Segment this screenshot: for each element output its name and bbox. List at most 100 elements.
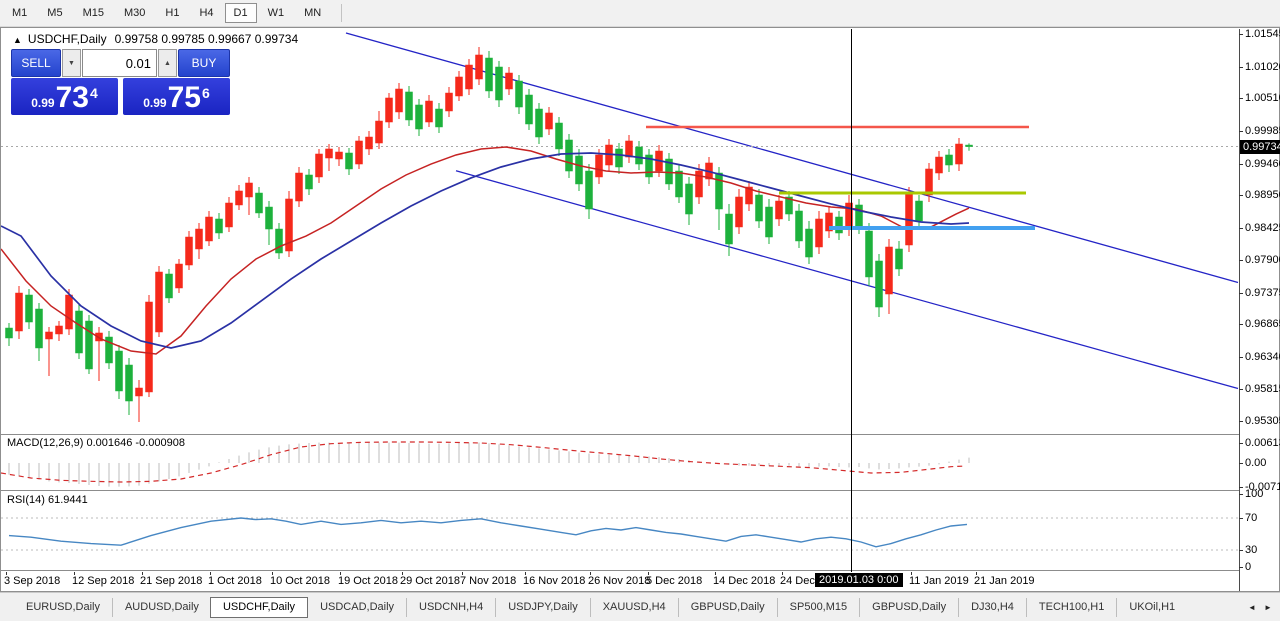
date-tick [976, 572, 977, 575]
chart-tab-bar: EURUSD,Daily AUDUSD,Daily USDCHF,Daily USDC… [0, 592, 1280, 621]
buy-button[interactable]: BUY [178, 49, 230, 77]
volume-increase-icon[interactable]: ▲ [158, 49, 177, 77]
chart-tab-ukoil-h1[interactable]: UKOil,H1 [1116, 597, 1187, 617]
macd-indicator-label: MACD(12,26,9) 0.001646 -0.000908 [7, 437, 185, 449]
date-axis-label: 16 Nov 2018 [523, 575, 586, 587]
axis-tick [1239, 487, 1243, 488]
current-price-badge: 0.99734 [1240, 140, 1280, 154]
chart-tab-xauusd-h4[interactable]: XAUUSD,H4 [589, 597, 678, 617]
axis-tick [1239, 518, 1243, 519]
date-tick [272, 572, 273, 575]
chart-tab-usdchf-daily[interactable]: USDCHF,Daily [209, 596, 309, 618]
buy-price-pipette: 6 [201, 85, 210, 101]
date-tick [74, 572, 75, 575]
chart-tab-usdcnh-h4[interactable]: USDCNH,H4 [406, 597, 495, 617]
chart-tab-audusd-daily[interactable]: AUDUSD,Daily [111, 597, 211, 617]
axis-tick [1239, 389, 1243, 390]
date-axis-label: 12 Sep 2018 [72, 575, 135, 587]
chart-tab-gbpusd-daily[interactable]: GBPUSD,Daily [859, 597, 958, 617]
toolbar-separator [341, 4, 343, 22]
chart-window: ▲ USDCHF,Daily 0.99758 0.99785 0.99667 0.9… [0, 27, 1280, 592]
date-tick [210, 572, 211, 575]
date-tick [462, 572, 463, 575]
date-axis-label: 26 Nov 2018 [588, 575, 651, 587]
axis-tick [1239, 131, 1243, 132]
date-tick [142, 572, 143, 575]
date-tick [590, 572, 591, 575]
sell-button[interactable]: SELL [11, 49, 61, 77]
chart-tab-gbpusd-daily[interactable]: GBPUSD,Daily [677, 597, 777, 617]
date-tick [340, 572, 341, 575]
axis-tick [1239, 463, 1243, 464]
axis-tick [1239, 260, 1243, 261]
macd-axis-label: 0.006137 [1245, 437, 1280, 449]
macd-axis-label: 0.00 [1245, 457, 1267, 469]
date-axis-label: 21 Jan 2019 [974, 575, 1035, 587]
rsi-axis-label: 0 [1245, 561, 1252, 573]
rsi-axis-label: 100 [1245, 488, 1264, 500]
timeframe-button-h1[interactable]: H1 [165, 7, 180, 19]
sell-price-big: 73 [55, 81, 89, 114]
sell-price-pipette: 4 [89, 85, 98, 101]
chart-tab-sp500-m15[interactable]: SP500,M15 [776, 597, 859, 617]
ohlc-values: 0.99758 0.99785 0.99667 0.99734 [114, 32, 299, 46]
chart-tab-eurusd-daily[interactable]: EURUSD,Daily [26, 600, 100, 613]
chart-tab-dj30-h4[interactable]: DJ30,H4 [958, 597, 1026, 617]
timeframe-button-m15[interactable]: M15 [82, 7, 104, 19]
volume-decrease-icon[interactable]: ▼ [62, 49, 81, 77]
buy-price-box[interactable]: 0.99 75 6 [123, 78, 230, 115]
date-axis-label: 29 Oct 2018 [400, 575, 460, 587]
timeframe-button-m30[interactable]: M30 [123, 7, 146, 19]
tab-scroll-arrows: ◄ ► [1244, 599, 1276, 615]
macd-axis-label: -0.007142 [1245, 481, 1280, 493]
date-axis-label: 10 Oct 2018 [270, 575, 330, 587]
price-axis-border [1239, 29, 1240, 591]
timeframe-button-m5[interactable]: M5 [47, 7, 63, 19]
buy-price-big: 75 [167, 81, 201, 114]
axis-tick [1239, 195, 1243, 196]
symbol-period-label: USDCHF,Daily [27, 32, 107, 46]
timeframe-button-h4[interactable]: H4 [199, 7, 214, 19]
chart-tab-usdjpy-daily[interactable]: USDJPY,Daily [495, 597, 590, 617]
volume-input[interactable] [82, 49, 157, 77]
chart-tab-usdcad-daily[interactable]: USDCAD,Daily [307, 597, 406, 617]
price-axis-label: 0.96865 [1245, 318, 1280, 330]
date-tick [402, 572, 403, 575]
sell-price-prefix: 0.99 [31, 96, 55, 110]
axis-tick [1239, 34, 1243, 35]
tab-scroll-right-icon[interactable]: ► [1264, 602, 1272, 612]
timeframe-button-m1[interactable]: M1 [12, 7, 28, 19]
date-tick [525, 572, 526, 575]
date-axis-label: 19 Oct 2018 [338, 575, 398, 587]
axis-tick [1239, 164, 1243, 165]
crosshair-vertical-line [851, 29, 852, 572]
chart-canvas[interactable] [1, 29, 1239, 572]
axis-tick [1239, 421, 1243, 422]
date-tick [6, 572, 7, 575]
sell-price-box[interactable]: 0.99 73 4 [11, 78, 118, 115]
crosshair-date-badge: 2019.01.03 0:00 [815, 573, 903, 587]
date-tick [648, 572, 649, 575]
tab-scroll-left-icon[interactable]: ◄ [1248, 602, 1256, 612]
date-tick [911, 572, 912, 575]
chart-tab-tech100-h1[interactable]: TECH100,H1 [1025, 597, 1116, 617]
date-axis-label: 1 Oct 2018 [208, 575, 262, 587]
date-axis-label: 21 Sep 2018 [140, 575, 203, 587]
price-axis-label: 1.01020 [1245, 61, 1280, 73]
date-tick [782, 572, 783, 575]
timeframe-button-d1[interactable]: D1 [224, 3, 257, 23]
date-tick [715, 572, 716, 575]
date-axis-label: 14 Dec 2018 [713, 575, 776, 587]
timeframe-button-w1[interactable]: W1 [267, 7, 285, 19]
date-axis[interactable]: 3 Sep 2018 12 Sep 2018 21 Sep 2018 1 Oct 20… [1, 572, 1239, 591]
timeframe-button-mn[interactable]: MN [304, 7, 322, 19]
buy-price-prefix: 0.99 [143, 96, 167, 110]
axis-tick [1239, 228, 1243, 229]
axis-tick [1239, 567, 1243, 568]
collapse-panel-icon[interactable]: ▲ [13, 35, 22, 45]
